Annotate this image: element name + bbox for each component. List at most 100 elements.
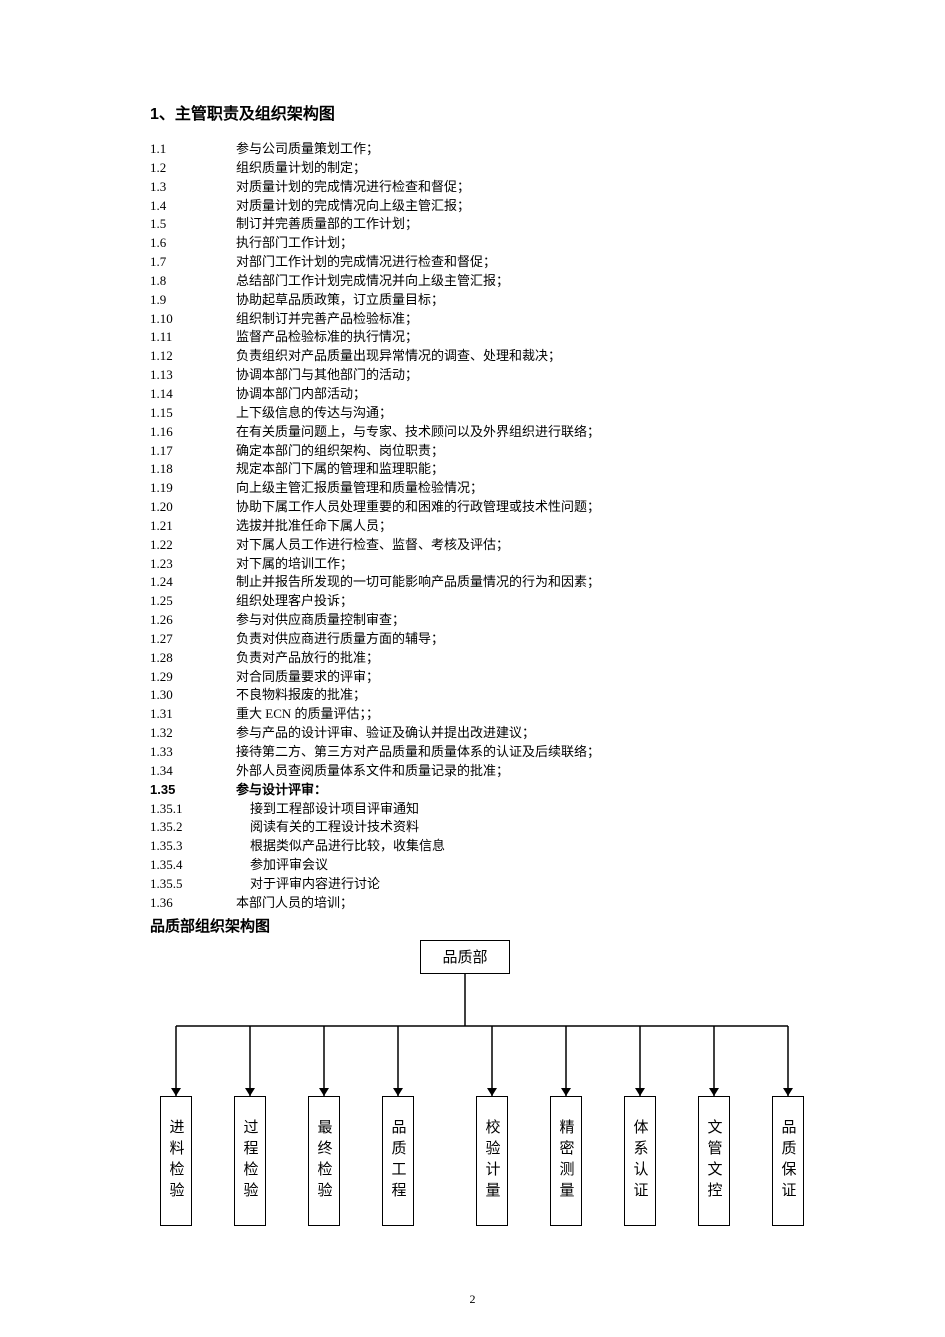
list-item-number: 1.25: [150, 592, 236, 611]
list-item: 1.31重大 ECN 的质量评估；；: [150, 705, 795, 724]
list-item: 1.35.2阅读有关的工程设计技术资料: [150, 818, 795, 837]
list-item-number: 1.23: [150, 555, 236, 574]
list-item: 1.29对合同质量要求的评审；: [150, 668, 795, 687]
list-item-text: 选拔并批准任命下属人员；: [236, 517, 795, 536]
list-item-number: 1.12: [150, 347, 236, 366]
list-item: 1.26参与对供应商质量控制审查；: [150, 611, 795, 630]
list-item-text: 参加评审会议: [250, 856, 795, 875]
list-item-number: 1.34: [150, 762, 236, 781]
list-item-number: 1.4: [150, 197, 236, 216]
list-item: 1.2组织质量计划的制定；: [150, 159, 795, 178]
list-item-text: 在有关质量问题上，与专家、技术顾问以及外界组织进行联络；: [236, 423, 795, 442]
org-leaf-label: 品质保证: [778, 1119, 799, 1203]
list-item-text: 对下属人员工作进行检查、监督、考核及评估；: [236, 536, 795, 555]
list-item-text: 协调本部门内部活动；: [236, 385, 795, 404]
list-item-text: 组织制订并完善产品检验标准；: [236, 310, 795, 329]
list-item: 1.20协助下属工作人员处理重要的和困难的行政管理或技术性问题；: [150, 498, 795, 517]
list-item-text: 对质量计划的完成情况向上级主管汇报；: [236, 197, 795, 216]
list-item: 1.5制订并完善质量部的工作计划；: [150, 215, 795, 234]
list-item-text: 参与产品的设计评审、验证及确认并提出改进建议；: [236, 724, 795, 743]
list-item-number: 1.29: [150, 668, 236, 687]
org-leaf-node: 品质工程: [382, 1096, 414, 1226]
list-item-number: 1.7: [150, 253, 236, 272]
list-item-number: 1.6: [150, 234, 236, 253]
list-item-text: 对于评审内容进行讨论: [250, 875, 795, 894]
list-item: 1.35.5对于评审内容进行讨论: [150, 875, 795, 894]
org-leaf-node: 精密测量: [550, 1096, 582, 1226]
list-item-text: 不良物料报废的批准；: [236, 686, 795, 705]
list-item-number: 1.11: [150, 328, 236, 347]
list-item-text: 参与设计评审：: [236, 781, 795, 800]
list-item-text: 确定本部门的组织架构、岗位职责；: [236, 442, 795, 461]
list-item-number: 1.35.2: [150, 818, 250, 837]
list-item-number: 1.14: [150, 385, 236, 404]
org-chart: 品质部 进料检验 过程检验 最终检验 品质工程 校验计量 精密测量 体系认证 文管文控 品质保证: [140, 936, 800, 1256]
list-item-number: 1.3: [150, 178, 236, 197]
list-item-number: 1.20: [150, 498, 236, 517]
list-item-number: 1.8: [150, 272, 236, 291]
list-item-number: 1.31: [150, 705, 236, 724]
org-leaf-node: 品质保证: [772, 1096, 804, 1226]
list-item-number: 1.16: [150, 423, 236, 442]
list-item: 1.35.1接到工程部设计项目评审通知: [150, 800, 795, 819]
org-leaf-node: 进料检验: [160, 1096, 192, 1226]
list-item: 1.19向上级主管汇报质量管理和质量检验情况；: [150, 479, 795, 498]
org-leaf-label: 校验计量: [482, 1119, 503, 1203]
list-item-text: 总结部门工作计划完成情况并向上级主管汇报；: [236, 272, 795, 291]
list-item-text: 本部门人员的培训；: [236, 894, 795, 913]
list-item: 1.27负责对供应商进行质量方面的辅导；: [150, 630, 795, 649]
list-item-text: 负责组织对产品质量出现异常情况的调查、处理和裁决；: [236, 347, 795, 366]
list-item-text: 监督产品检验标准的执行情况；: [236, 328, 795, 347]
org-leaf-node: 校验计量: [476, 1096, 508, 1226]
list-item-text: 协调本部门与其他部门的活动；: [236, 366, 795, 385]
list-item-number: 1.35.1: [150, 800, 250, 819]
responsibility-list: 1.1参与公司质量策划工作；1.2组织质量计划的制定；1.3对质量计划的完成情况…: [150, 140, 795, 913]
list-item: 1.10组织制订并完善产品检验标准；: [150, 310, 795, 329]
list-item-number: 1.13: [150, 366, 236, 385]
list-item-number: 1.10: [150, 310, 236, 329]
list-item-number: 1.2: [150, 159, 236, 178]
list-item-text: 接待第二方、第三方对产品质量和质量体系的认证及后续联络；: [236, 743, 795, 762]
list-item: 1.28负责对产品放行的批准；: [150, 649, 795, 668]
list-item-text: 制止并报告所发现的一切可能影响产品质量情况的行为和因素；: [236, 573, 795, 592]
org-leaf-label: 体系认证: [630, 1119, 651, 1203]
list-item-number: 1.18: [150, 460, 236, 479]
org-leaf-node: 过程检验: [234, 1096, 266, 1226]
list-item-number: 1.21: [150, 517, 236, 536]
list-item: 1.17确定本部门的组织架构、岗位职责；: [150, 442, 795, 461]
list-item-text: 阅读有关的工程设计技术资料: [250, 818, 795, 837]
org-root-node: 品质部: [420, 940, 510, 974]
list-item-number: 1.19: [150, 479, 236, 498]
list-item-text: 参与公司质量策划工作；: [236, 140, 795, 159]
org-leaf-label: 文管文控: [704, 1119, 725, 1203]
list-item-text: 外部人员查阅质量体系文件和质量记录的批准；: [236, 762, 795, 781]
list-item: 1.16在有关质量问题上，与专家、技术顾问以及外界组织进行联络；: [150, 423, 795, 442]
org-leaf-label: 过程检验: [240, 1119, 261, 1203]
list-item: 1.35.3根据类似产品进行比较，收集信息: [150, 837, 795, 856]
list-item-text: 上下级信息的传达与沟通；: [236, 404, 795, 423]
list-item: 1.1参与公司质量策划工作；: [150, 140, 795, 159]
list-item: 1.9协助起草品质政策，订立质量目标；: [150, 291, 795, 310]
list-item-text: 组织处理客户投诉；: [236, 592, 795, 611]
list-item-text: 对质量计划的完成情况进行检查和督促；: [236, 178, 795, 197]
org-leaf-node: 体系认证: [624, 1096, 656, 1226]
page-number: 2: [0, 1292, 945, 1307]
list-item-number: 1.32: [150, 724, 236, 743]
list-item-number: 1.5: [150, 215, 236, 234]
list-item: 1.12负责组织对产品质量出现异常情况的调查、处理和裁决；: [150, 347, 795, 366]
list-item-text: 对合同质量要求的评审；: [236, 668, 795, 687]
org-leaf-node: 文管文控: [698, 1096, 730, 1226]
org-leaf-label: 最终检验: [314, 1119, 335, 1203]
org-root-label: 品质部: [442, 946, 487, 967]
list-item-number: 1.17: [150, 442, 236, 461]
list-item-number: 1.24: [150, 573, 236, 592]
list-item: 1.32参与产品的设计评审、验证及确认并提出改进建议；: [150, 724, 795, 743]
list-item-number: 1.35.4: [150, 856, 250, 875]
list-item-number: 1.35.3: [150, 837, 250, 856]
list-item-number: 1.27: [150, 630, 236, 649]
list-item-number: 1.15: [150, 404, 236, 423]
list-item-text: 根据类似产品进行比较，收集信息: [250, 837, 795, 856]
list-item: 1.18规定本部门下属的管理和监理职能；: [150, 460, 795, 479]
list-item: 1.34外部人员查阅质量体系文件和质量记录的批准；: [150, 762, 795, 781]
orgchart-subtitle: 品质部组织架构图: [150, 915, 795, 936]
